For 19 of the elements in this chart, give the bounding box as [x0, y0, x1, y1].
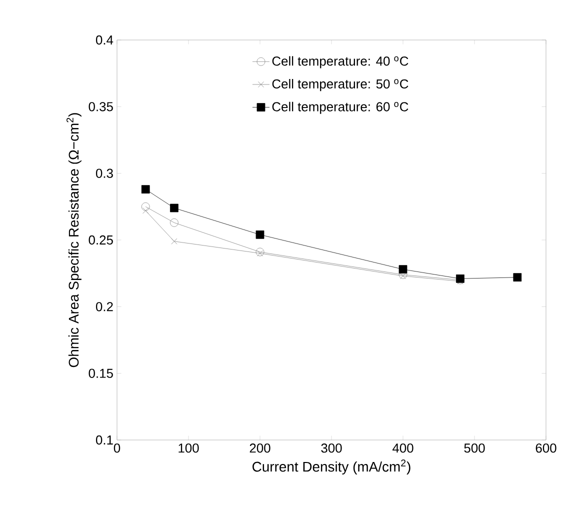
x-axis-title: Current Density (mA/cm$^{2}$) — [252, 460, 410, 474]
legend-label: Cell temperature: 60 $^{o}$C — [272, 102, 408, 114]
y-axis-title: Ohmic Area Specific Resistance (Ω−cm$^{2}$) — [66, 113, 82, 368]
y-tick-label: 0.2 — [96, 302, 113, 312]
x-tick-label: 500 — [464, 444, 485, 453]
y-tick-label: 0.25 — [88, 235, 113, 245]
x-tick-label: 400 — [392, 444, 414, 453]
x-tick-label: 200 — [250, 444, 270, 453]
y-tick-label: 0.1 — [96, 435, 113, 445]
x-tick-label: 100 — [178, 444, 199, 453]
x-tick-label: 0 — [114, 444, 120, 453]
legend-label: Cell temperature: 40 $^{o}$C — [272, 56, 408, 68]
x-tick-label: 600 — [536, 444, 556, 453]
x-tick-label: 300 — [321, 444, 342, 453]
y-tick-label: 0.3 — [96, 168, 113, 178]
y-tick-label: 0.35 — [88, 102, 113, 112]
legend-label: Cell temperature: 50 $^{o}$C — [272, 79, 408, 92]
y-tick-label: 0.15 — [88, 368, 113, 378]
y-tick-label: 0.4 — [96, 35, 114, 45]
